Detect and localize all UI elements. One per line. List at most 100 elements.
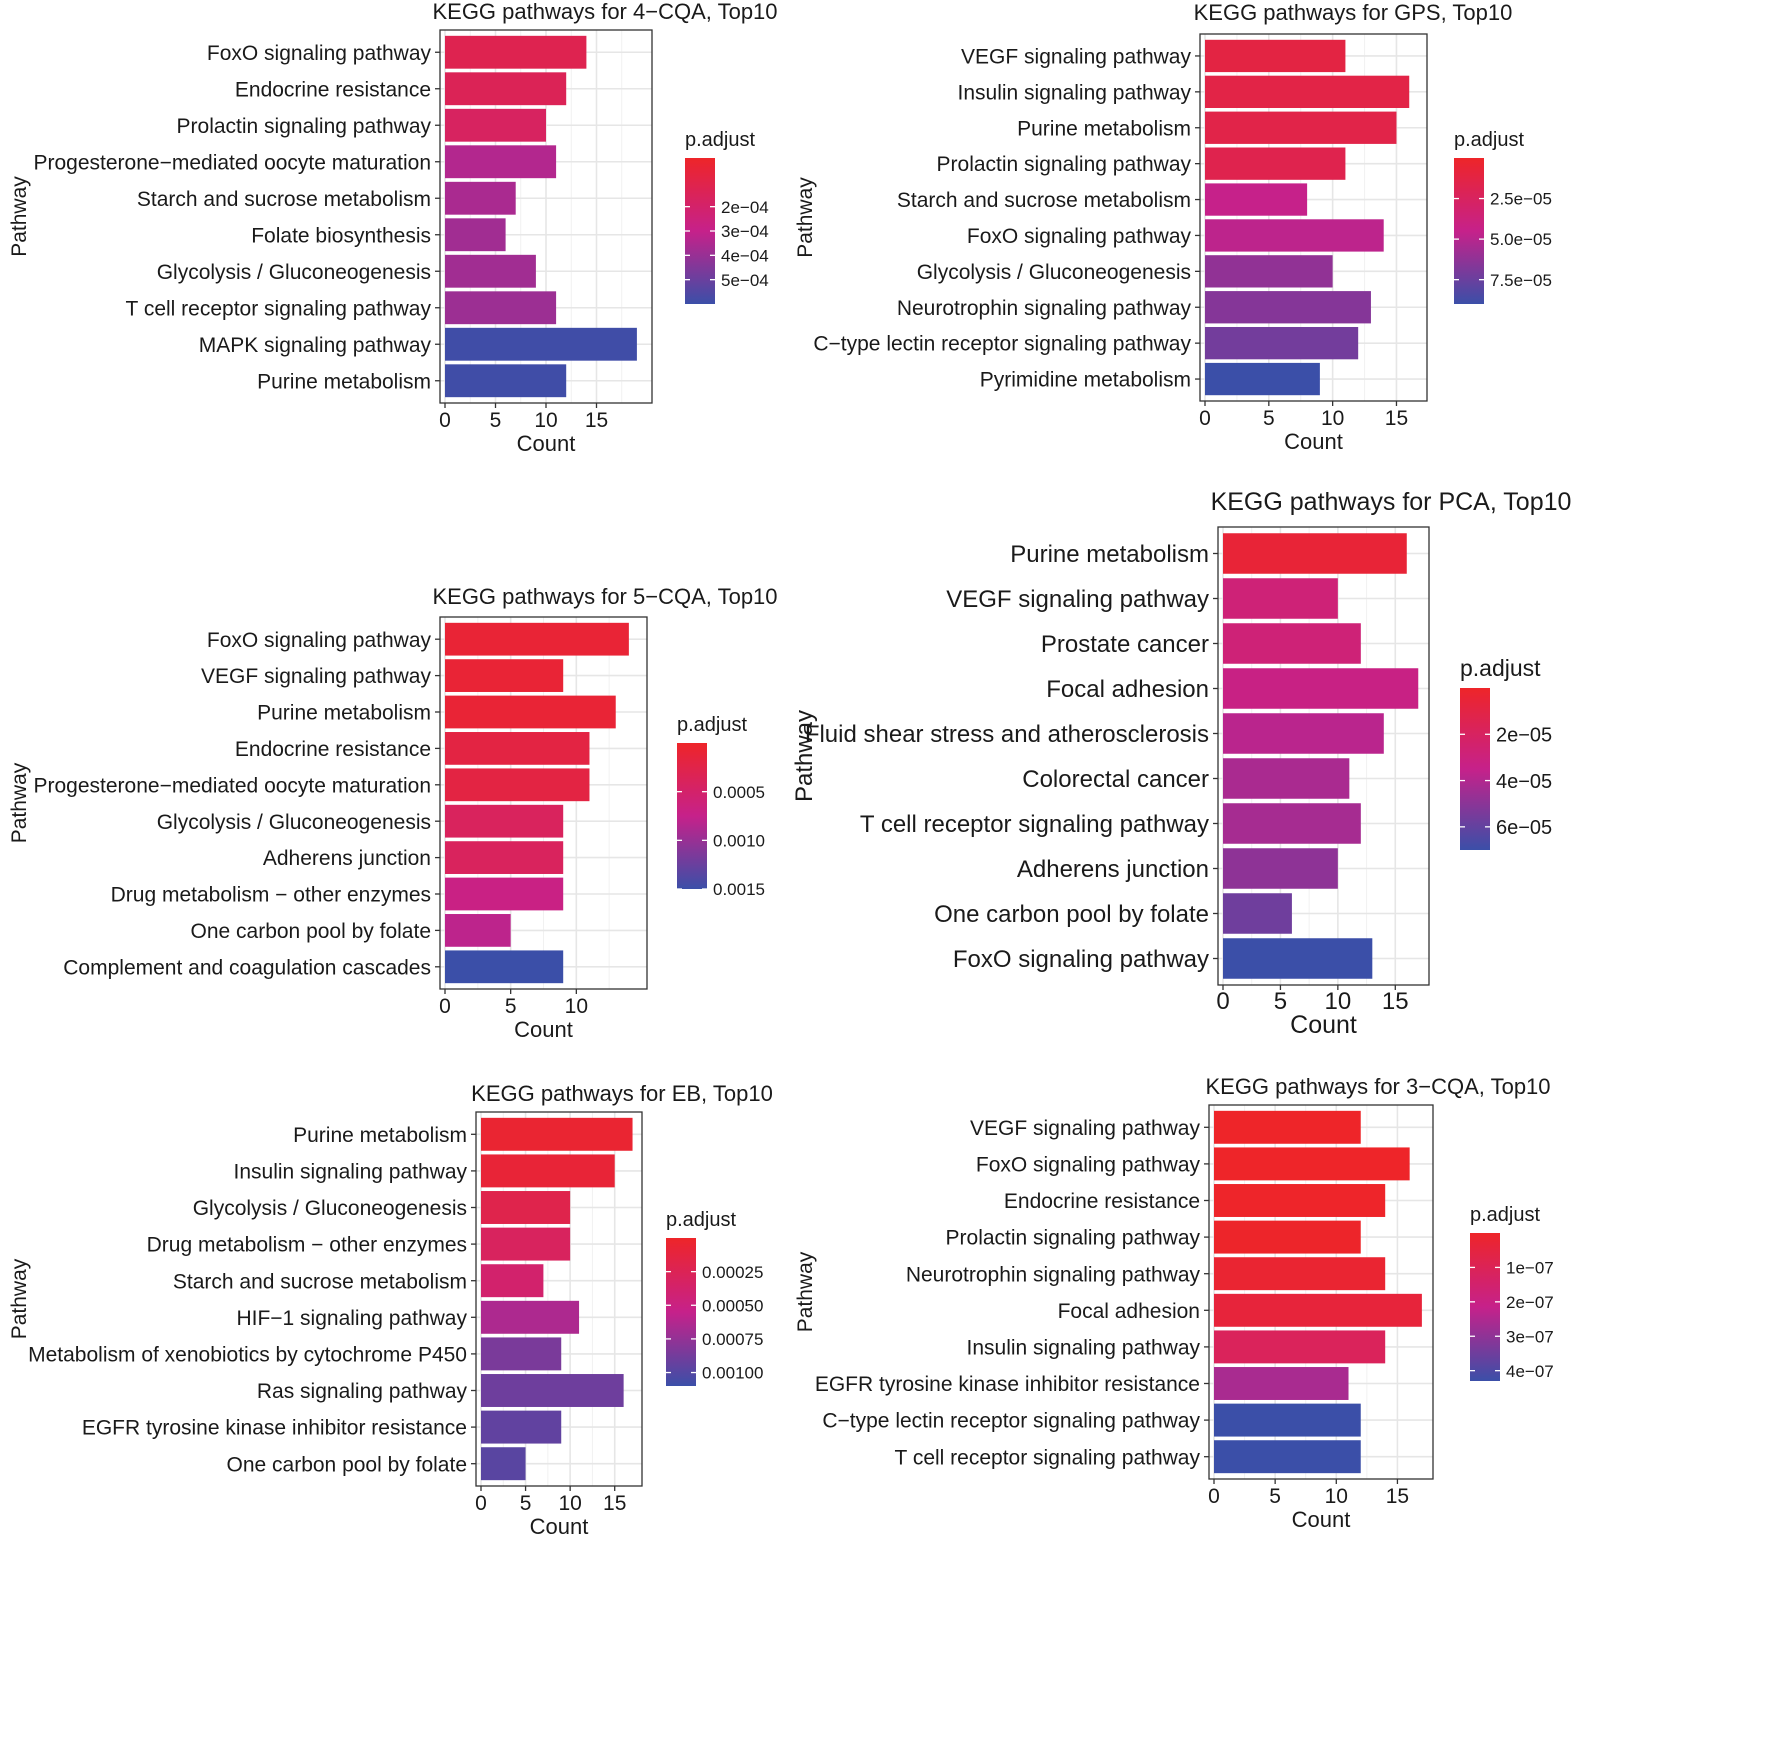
x-tick-label: 0 (439, 409, 451, 432)
y-tick-label: FoxO signaling pathway (967, 225, 1192, 248)
y-tick-label: T cell receptor signaling pathway (126, 297, 432, 320)
bar (1223, 623, 1361, 664)
bar (1214, 1110, 1361, 1144)
y-tick-label: Glycolysis / Gluconeogenesis (917, 261, 1191, 284)
bar (445, 254, 536, 288)
x-tick-label: 10 (534, 409, 557, 432)
chart-panel-3: FoxO signaling pathway VEGF signaling pat… (8, 584, 778, 1042)
y-tick-label: Focal adhesion (1046, 676, 1209, 703)
x-tick-label: 5 (490, 409, 502, 432)
y-tick-label: Drug metabolism − other enzymes (111, 884, 431, 907)
y-tick-label: Focal adhesion (1058, 1300, 1200, 1323)
bar (481, 1264, 544, 1298)
bar (1205, 362, 1320, 396)
legend-tick-label: 4e−05 (1496, 771, 1552, 793)
y-tick-label: Progesterone−mediated oocyte maturation (34, 774, 432, 797)
bar (1214, 1440, 1361, 1474)
y-axis-label: Pathway (8, 176, 31, 257)
legend-tick-label: 1e−07 (1506, 1259, 1554, 1278)
legend-colorbar (666, 1238, 696, 1386)
bar (1223, 533, 1407, 574)
x-tick-label: 10 (1325, 988, 1352, 1015)
chart-title: KEGG pathways for EB, Top10 (471, 1081, 773, 1106)
chart-title: KEGG pathways for 5−CQA, Top10 (432, 584, 777, 609)
bar (1205, 75, 1410, 109)
y-tick-label: Glycolysis / Gluconeogenesis (157, 261, 431, 284)
y-tick-label: Starch and sucrose metabolism (137, 188, 431, 211)
y-axis-label: Pathway (8, 1258, 31, 1339)
plot-frame (439, 616, 648, 990)
y-tick-label: Endocrine resistance (235, 78, 431, 101)
x-tick-label: 15 (1386, 1485, 1409, 1508)
legend-tick-label: 0.0015 (713, 880, 765, 899)
legend: p.adjust 1e−07 2e−07 3e−07 4e−07 (1470, 1204, 1554, 1381)
y-tick-label: VEGF signaling pathway (946, 586, 1209, 613)
y-axis-label: Pathway (794, 1251, 817, 1332)
legend-tick-label: 3e−04 (721, 222, 769, 241)
x-tick-label: 10 (1325, 1485, 1348, 1508)
x-axis-label: Count (1292, 1507, 1351, 1532)
chart-panel-5: Purine metabolism Insulin signaling pathw… (8, 1081, 773, 1539)
legend-colorbar (677, 743, 707, 889)
y-tick-label: Adherens junction (263, 847, 431, 870)
y-tick-label: Neurotrophin signaling pathway (897, 297, 1192, 320)
bar (445, 622, 629, 656)
y-tick-label: Adherens junction (1017, 856, 1209, 883)
y-tick-label: Prolactin signaling pathway (946, 1227, 1201, 1250)
bar (1205, 111, 1397, 144)
bar (481, 1337, 562, 1371)
bar (1223, 578, 1338, 619)
y-tick-label: C−type lectin receptor signaling pathway (822, 1410, 1200, 1433)
legend-tick-label: 5.0e−05 (1490, 230, 1552, 249)
x-tick-label: 15 (1385, 407, 1408, 430)
y-tick-label: Starch and sucrose metabolism (897, 189, 1191, 212)
bar (1205, 183, 1308, 216)
legend: p.adjust 0.0005 0.0010 0.0015 (677, 714, 765, 899)
x-tick-label: 10 (1321, 407, 1344, 430)
y-tick-label: Insulin signaling pathway (958, 81, 1192, 104)
bar (445, 695, 616, 729)
bar (1223, 668, 1419, 709)
bar (1223, 803, 1361, 844)
y-tick-label: Glycolysis / Gluconeogenesis (157, 811, 431, 834)
bar (1214, 1403, 1361, 1437)
y-tick-label: FoxO signaling pathway (207, 629, 432, 652)
y-tick-label: Folate biosynthesis (251, 224, 431, 247)
legend-title: p.adjust (1470, 1204, 1540, 1226)
legend-tick-label: 2e−04 (721, 198, 769, 217)
y-tick-label: One carbon pool by folate (227, 1453, 468, 1476)
bar (445, 145, 557, 179)
bar (445, 914, 511, 947)
x-tick-label: 5 (505, 995, 517, 1018)
bar (445, 732, 590, 765)
y-tick-label: C−type lectin receptor signaling pathway (813, 333, 1191, 356)
legend-title: p.adjust (1454, 129, 1524, 151)
x-tick-label: 0 (475, 1492, 487, 1515)
y-tick-label: T cell receptor signaling pathway (895, 1446, 1201, 1469)
chart-panel-6: VEGF signaling pathway FoxO signaling pat… (794, 1074, 1554, 1532)
plot-frame (1217, 526, 1430, 986)
bar (1205, 291, 1371, 324)
legend-colorbar (1454, 158, 1484, 304)
bar (445, 841, 564, 874)
bar (481, 1447, 526, 1481)
bar (1214, 1220, 1361, 1254)
legend-tick-label: 6e−05 (1496, 817, 1552, 839)
legend-tick-label: 0.00075 (702, 1330, 763, 1349)
plot-frame (1199, 33, 1428, 402)
y-tick-label: Insulin signaling pathway (234, 1160, 468, 1183)
chart-panel-1: FoxO signaling pathway Endocrine resistan… (8, 0, 778, 456)
y-tick-label: Purine metabolism (293, 1124, 467, 1147)
bar (445, 364, 567, 398)
legend: p.adjust 2.5e−05 5.0e−05 7.5e−05 (1454, 129, 1552, 304)
bar (445, 768, 590, 802)
y-tick-label: HIF−1 signaling pathway (236, 1307, 467, 1330)
legend-colorbar (1470, 1233, 1500, 1381)
bar (481, 1300, 580, 1334)
x-axis-label: Count (530, 1514, 589, 1539)
legend-tick-label: 0.00050 (702, 1296, 763, 1315)
legend: p.adjust 0.00025 0.00050 0.00075 0.00100 (666, 1209, 763, 1386)
plot-frame (1208, 1104, 1434, 1480)
y-tick-label: FoxO signaling pathway (976, 1153, 1201, 1176)
legend-title: p.adjust (666, 1209, 736, 1231)
